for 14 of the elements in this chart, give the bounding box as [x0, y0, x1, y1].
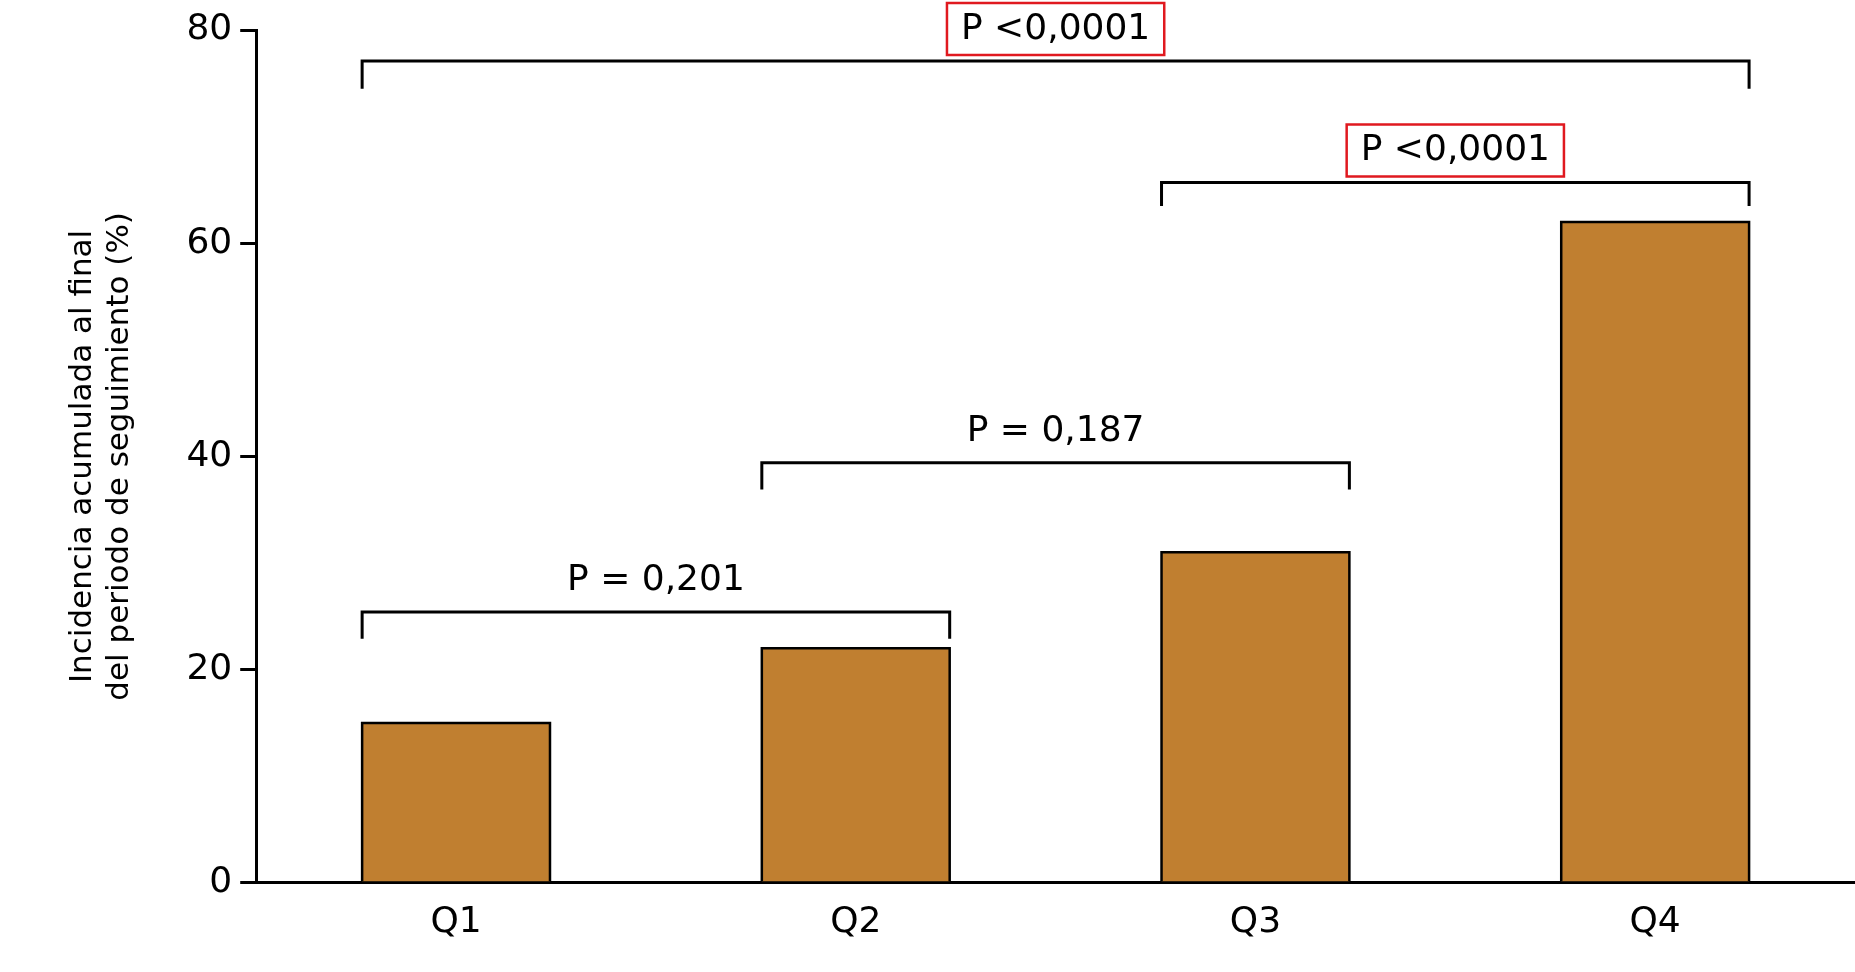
- y-tick-label: 40: [186, 432, 233, 474]
- annotation: P <0,0001: [960, 5, 1151, 47]
- x-tick-label: Q3: [1229, 898, 1282, 940]
- annotation: P = 0,187: [966, 407, 1145, 449]
- y-tick-label: 0: [209, 859, 233, 901]
- annotation: P <0,0001: [1360, 127, 1550, 169]
- x-tick-label: Q1: [430, 898, 482, 940]
- annotation: P = 0,201: [566, 557, 745, 599]
- y-tick-label: 60: [186, 219, 233, 261]
- y-tick-label: 80: [186, 6, 233, 48]
- y-tick-label: 20: [186, 645, 233, 687]
- x-tick-label: Q4: [1629, 898, 1681, 940]
- x-tick-label: Q2: [830, 898, 882, 940]
- y-axis-title: Incidencia acumulada al final del periodo de seguimiento (%): [61, 212, 135, 701]
